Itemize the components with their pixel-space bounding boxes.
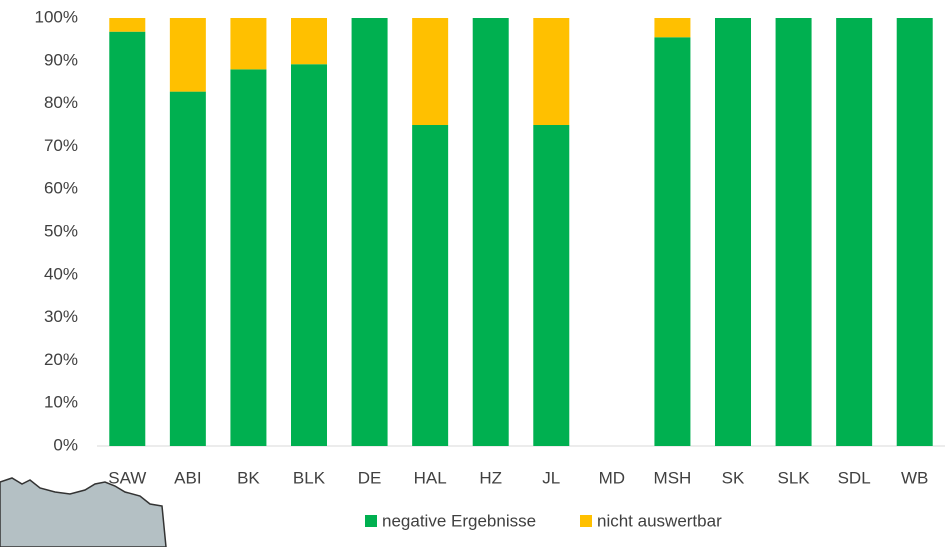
- y-tick-label: 100%: [35, 7, 78, 26]
- bar-segment: [776, 18, 812, 446]
- bar-segment: [109, 18, 145, 32]
- x-tick-label: SDL: [838, 468, 871, 487]
- legend-swatch: [365, 515, 377, 527]
- chart: 0% 10% 20% 30% 40% 50% 60% 70% 80% 90% 100% SAW ABI B…: [0, 0, 950, 547]
- bar-segment: [836, 18, 872, 446]
- bar-segment: [654, 37, 690, 446]
- x-tick-label: SK: [722, 468, 745, 487]
- bar-segment: [654, 18, 690, 37]
- bar-segment: [412, 125, 448, 446]
- bar-segment: [715, 18, 751, 446]
- bar-segment: [473, 18, 509, 446]
- y-tick-label: 70%: [44, 136, 78, 155]
- x-tick-label: SLK: [778, 468, 811, 487]
- y-tick-label: 0%: [53, 435, 78, 454]
- x-tick-label: MSH: [654, 468, 692, 487]
- bar-segment: [412, 18, 448, 125]
- legend-label: negative Ergebnisse: [382, 511, 536, 530]
- x-tick-label: HAL: [414, 468, 447, 487]
- y-tick-label: 20%: [44, 350, 78, 369]
- x-tick-label: MD: [599, 468, 625, 487]
- y-tick-label: 30%: [44, 307, 78, 326]
- bar-segment: [352, 18, 388, 446]
- x-tick-label: SAW: [108, 468, 146, 487]
- x-tick-label: ABI: [174, 468, 201, 487]
- x-tick-label: DE: [358, 468, 382, 487]
- x-tick-label: JL: [542, 468, 560, 487]
- bar-segment: [897, 18, 933, 446]
- bar-segment: [170, 92, 206, 446]
- bar-segment: [533, 125, 569, 446]
- bar-segment: [230, 69, 266, 446]
- map-fragment: [0, 478, 166, 547]
- x-tick-label: HZ: [479, 468, 502, 487]
- x-tick-label: BLK: [293, 468, 326, 487]
- y-tick-label: 10%: [44, 393, 78, 412]
- y-tick-label: 60%: [44, 179, 78, 198]
- bar-segment: [170, 18, 206, 92]
- bar-segment: [291, 18, 327, 64]
- y-tick-label: 80%: [44, 93, 78, 112]
- legend-swatch: [580, 515, 592, 527]
- bar-segment: [533, 18, 569, 125]
- bar-segment: [230, 18, 266, 69]
- legend-label: nicht auswertbar: [597, 511, 722, 530]
- y-tick-label: 50%: [44, 221, 78, 240]
- bar-segment: [109, 32, 145, 446]
- x-tick-label: WB: [901, 468, 928, 487]
- y-tick-label: 90%: [44, 50, 78, 69]
- bar-segment: [291, 64, 327, 446]
- y-tick-label: 40%: [44, 264, 78, 283]
- x-tick-label: BK: [237, 468, 260, 487]
